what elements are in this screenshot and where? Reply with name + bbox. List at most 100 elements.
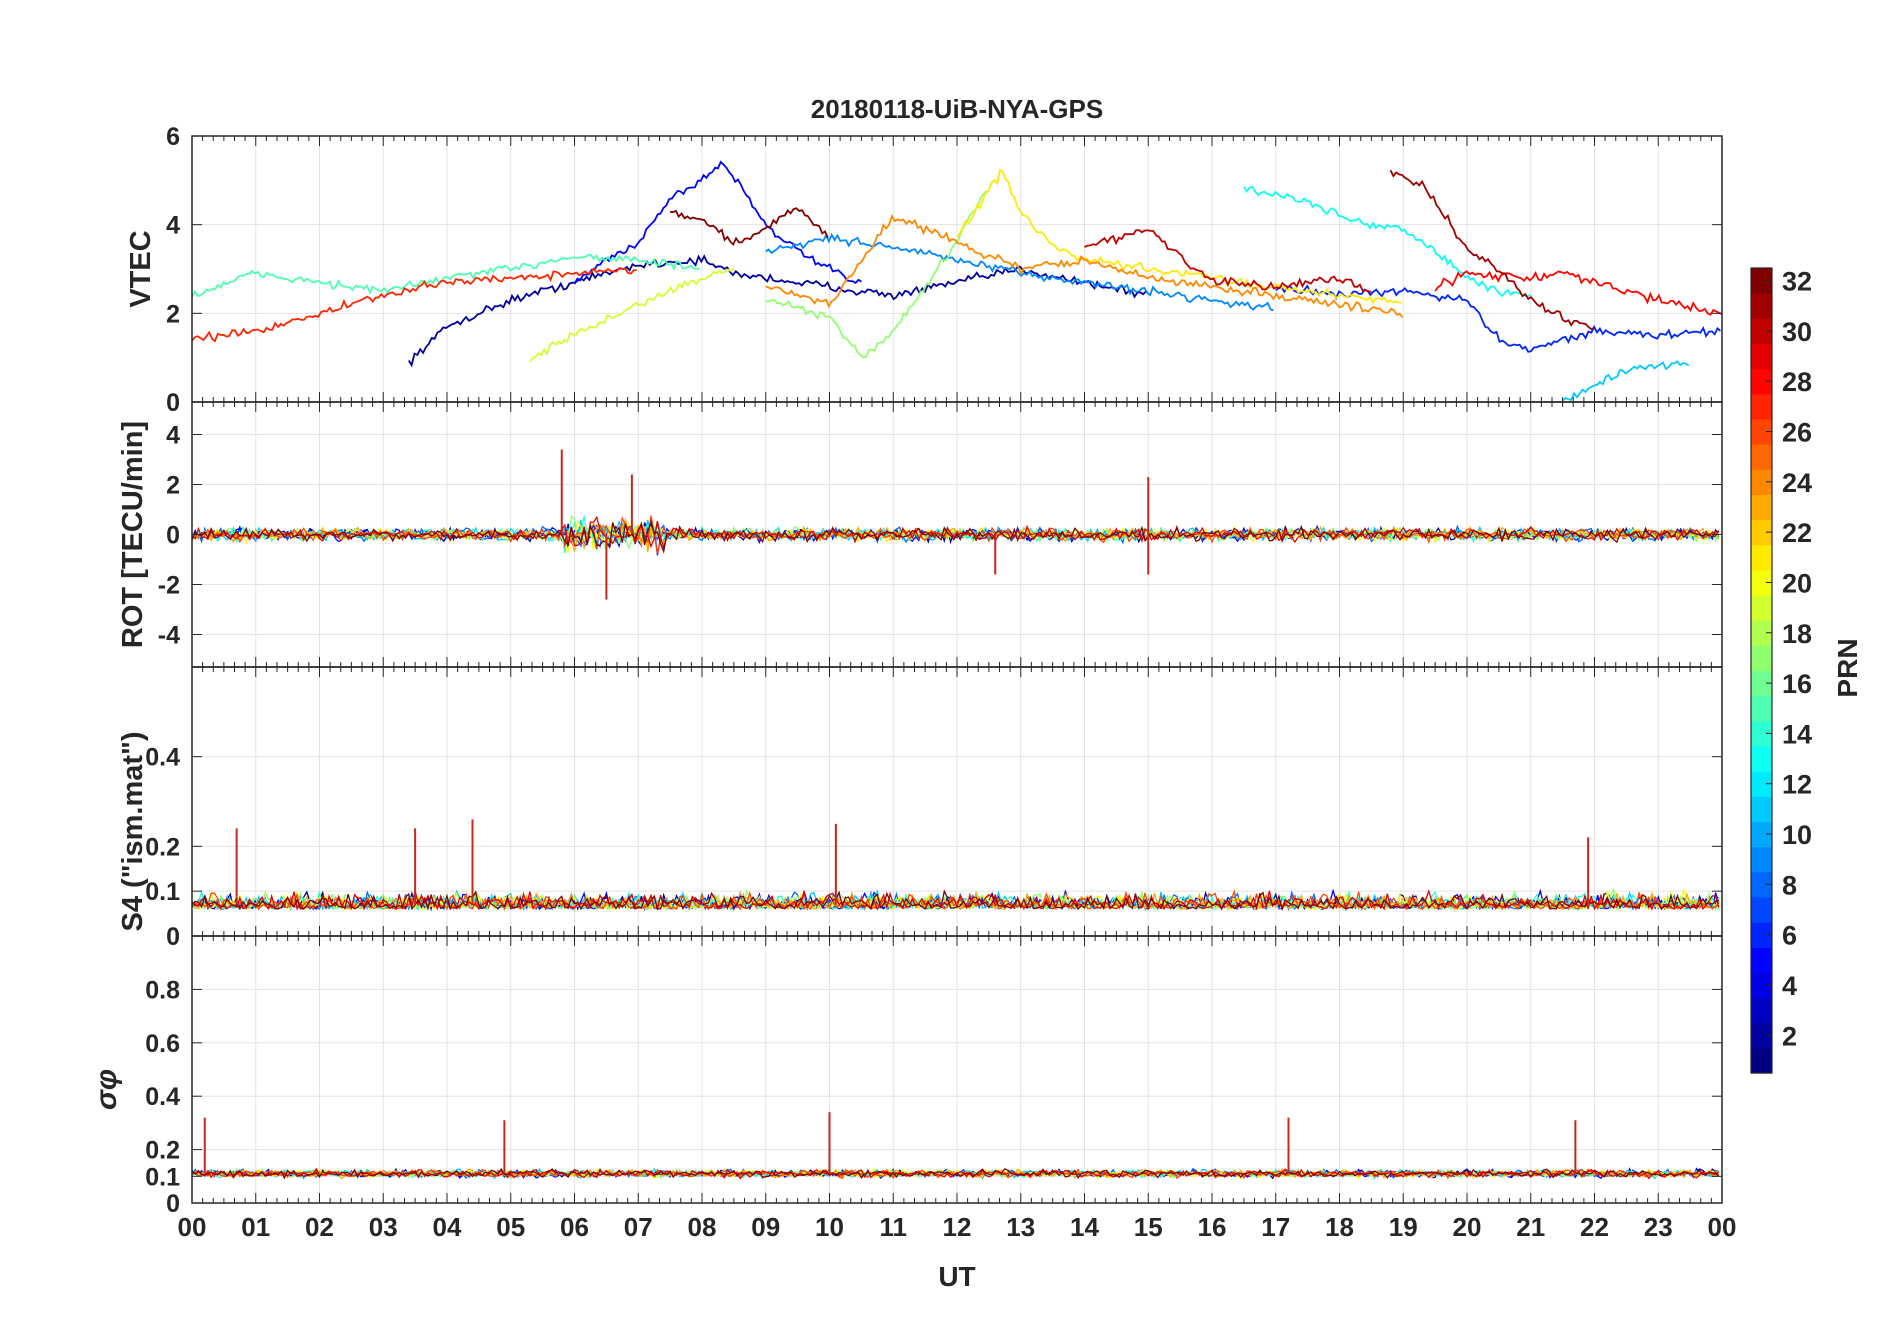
colorbar-tick-label: 10 <box>1782 820 1812 850</box>
colorbar-segment <box>1751 645 1772 672</box>
x-tick-label: 20 <box>1453 1212 1482 1242</box>
vtec-series-prn-13 <box>1243 185 1532 298</box>
colorbar-tick-label: 18 <box>1782 619 1812 649</box>
y-tick-label: 0.6 <box>145 1030 180 1058</box>
y-tick-label: 0 <box>166 389 180 417</box>
x-tick-label: 14 <box>1070 1212 1099 1242</box>
colorbar-tick-label: 30 <box>1782 317 1812 347</box>
vtec-series-prn-21 <box>956 168 1402 305</box>
colorbar-segment <box>1751 1047 1772 1074</box>
y-tick-label: 6 <box>166 123 180 151</box>
vtec-series-prn-32 <box>670 207 829 247</box>
colorbar-segment <box>1751 293 1772 319</box>
x-axis-label: UT <box>938 1261 975 1292</box>
rot-trace <box>192 517 1720 553</box>
colorbar-segment <box>1751 268 1772 294</box>
vtec-series-prn-27 <box>192 267 637 343</box>
y-tick-label: 0.8 <box>145 976 180 1004</box>
colorbar-segment <box>1751 846 1772 873</box>
colorbar-tick-label: 20 <box>1782 568 1812 598</box>
colorbar-segment <box>1751 494 1772 521</box>
x-tick-label: 02 <box>305 1212 334 1242</box>
colorbar-segment <box>1751 796 1772 823</box>
vtec-series-prn-11 <box>1561 360 1690 402</box>
colorbar-tick-label: 12 <box>1782 770 1812 800</box>
series-group <box>192 160 1722 402</box>
x-tick-label: 04 <box>433 1212 462 1242</box>
s4-trace <box>192 889 1720 912</box>
colorbar-tick-label: 32 <box>1782 267 1812 297</box>
colorbar-label: PRN <box>1832 638 1863 697</box>
colorbar-tick-label: 14 <box>1782 719 1812 749</box>
vtec-series-prn-2 <box>408 254 1147 368</box>
colorbar-segment <box>1751 343 1772 370</box>
colorbar-segment <box>1751 720 1772 747</box>
y-axis-label-vtec: VTEC <box>125 230 157 307</box>
y-axis-label-rot: ROT [TECU/min] <box>117 421 149 648</box>
y-tick-label: 0.4 <box>145 744 180 772</box>
y-tick-label: 2 <box>166 300 180 328</box>
x-tick-label: 15 <box>1134 1212 1163 1242</box>
colorbar-tick-label: 2 <box>1782 1021 1797 1051</box>
colorbar-tick-label: 28 <box>1782 367 1812 397</box>
colorbar-segment <box>1751 871 1772 898</box>
x-tick-label: 01 <box>241 1212 270 1242</box>
y-axis-label-s4: S4 ("ism.mat") <box>117 732 149 932</box>
y-tick-label: -2 <box>158 572 180 600</box>
colorbar-segment <box>1751 318 1772 345</box>
colorbar-segment <box>1751 418 1772 445</box>
colorbar-segment <box>1751 947 1772 973</box>
vtec-series-prn-31 <box>1389 169 1595 331</box>
x-tick-label: 12 <box>943 1212 972 1242</box>
y-tick-label: 4 <box>166 422 180 450</box>
colorbar-segment <box>1751 1022 1772 1049</box>
series-group <box>192 449 1720 600</box>
vtec-series-prn-9 <box>765 232 1274 312</box>
y-tick-label: 0.4 <box>145 1083 180 1111</box>
vtec-series-prn-28 <box>1434 270 1722 316</box>
y-tick-label: 0.1 <box>145 878 180 906</box>
colorbar-segment <box>1751 569 1772 596</box>
vtec-series-prn-17 <box>765 190 988 359</box>
panel-vtec: 0 2 4 6 VTEC <box>125 123 1723 417</box>
colorbar-tick-label: 26 <box>1782 418 1812 448</box>
x-tick-label: 19 <box>1389 1212 1418 1242</box>
y-tick-label: 0.2 <box>145 833 180 861</box>
colorbar-tick-label: 16 <box>1782 669 1812 699</box>
panel-sigma_phi: 00.10.2 0.4 0.6 0.8 σφ <box>90 935 1723 1218</box>
x-tick-label: 11 <box>880 1212 908 1242</box>
colorbar-segment <box>1751 595 1772 621</box>
x-tick-label: 07 <box>624 1212 653 1242</box>
vtec-series-prn-15 <box>192 253 700 298</box>
colorbar-segment <box>1751 393 1772 420</box>
x-tick-label: 08 <box>688 1212 717 1242</box>
colorbar-segment <box>1751 444 1772 470</box>
vtec-series-prn-30 <box>1084 229 1372 293</box>
series-group <box>192 1112 1720 1180</box>
colorbar-tick-label: 24 <box>1782 468 1812 498</box>
colorbar-tick-label: 6 <box>1782 921 1797 951</box>
x-tick-label: 17 <box>1261 1212 1290 1242</box>
x-tick-label: 18 <box>1325 1212 1354 1242</box>
y-tick-label: 2 <box>166 472 180 500</box>
x-tick-label: 16 <box>1198 1212 1227 1242</box>
y-tick-label: 0 <box>166 923 180 951</box>
vtec-series-prn-19 <box>529 268 735 363</box>
vtec-series-prn-24 <box>765 214 1404 319</box>
x-tick-label: 00 <box>178 1212 207 1242</box>
colorbar-segment <box>1751 368 1772 395</box>
y-axis-label-sigma-phi: σφ <box>90 1069 123 1110</box>
colorbar-segment <box>1751 544 1772 571</box>
x-tick-label: 23 <box>1644 1212 1673 1242</box>
colorbar-segment <box>1751 469 1772 496</box>
colorbar-tick-label: 22 <box>1782 518 1812 548</box>
colorbar-segment <box>1751 745 1772 772</box>
colorbar-segment <box>1751 922 1772 948</box>
colorbar-segment <box>1751 821 1772 848</box>
colorbar-frame <box>1750 267 1773 1074</box>
y-tick-label: 4 <box>166 212 180 240</box>
colorbar-segment <box>1751 670 1772 697</box>
colorbar-tick-label: 8 <box>1782 870 1797 900</box>
